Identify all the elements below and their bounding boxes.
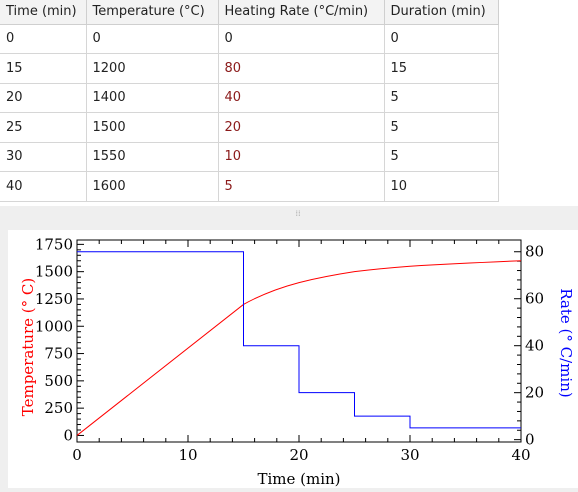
y-axis-right-label: Rate (° C/min) (557, 288, 575, 397)
plot-frame (76, 239, 522, 443)
column-header-temperature[interactable]: Temperature (°C) (86, 0, 219, 25)
y-right-tick-label: 20 (525, 384, 544, 402)
cell-time[interactable]: 20 (0, 83, 87, 113)
cell-time[interactable]: 40 (0, 171, 87, 202)
y-left-tick-label: 1500 (35, 263, 73, 281)
y-left-tick-label: 0 (63, 426, 73, 444)
cell-temperature[interactable]: 1550 (86, 142, 219, 172)
table-row[interactable]: 40 1600 5 10 (0, 171, 499, 202)
splitter-handle[interactable]: ⁞⁞ (0, 206, 578, 230)
cell-heating-rate[interactable]: 5 (218, 171, 385, 202)
x-tick-label: 20 (289, 446, 308, 464)
table-row[interactable]: 25 1500 20 5 (0, 112, 499, 143)
cell-heating-rate[interactable]: 80 (218, 53, 385, 84)
x-axis-label: Time (min) (257, 470, 340, 488)
x-tick-label: 10 (178, 446, 197, 464)
cell-time[interactable]: 25 (0, 112, 87, 143)
table-row[interactable]: 30 1550 10 5 (0, 142, 499, 172)
y-left-tick-label: 500 (44, 372, 73, 390)
cell-duration[interactable]: 0 (384, 24, 499, 54)
table-row[interactable]: 0 0 0 0 (0, 24, 499, 54)
cell-heating-rate[interactable]: 40 (218, 83, 385, 113)
y-left-tick-label: 1250 (35, 290, 73, 308)
rate-series-line (77, 251, 521, 429)
cell-heating-rate[interactable]: 0 (218, 24, 385, 54)
x-tick-label: 0 (72, 446, 82, 464)
y-left-tick-label: 1750 (35, 235, 73, 253)
y-left-tick-label: 750 (44, 345, 73, 363)
cell-time[interactable]: 30 (0, 142, 87, 172)
y-right-tick-label: 80 (525, 243, 544, 261)
y-axis-left-label: Temperature (° C) (19, 278, 37, 417)
cell-time[interactable]: 0 (0, 24, 87, 54)
y-left-tick-label: 1000 (35, 317, 73, 335)
cell-duration[interactable]: 15 (384, 53, 499, 84)
chart-panel: 0 10 20 30 40 0 250 500 750 1000 1250 1500 1750 0 20 40… (8, 230, 578, 488)
table-header-row: Time (min) Temperature (°C) Heating Rate… (0, 0, 499, 25)
cell-temperature[interactable]: 0 (86, 24, 219, 54)
temperature-series-line (76, 260, 522, 436)
cell-duration[interactable]: 10 (384, 171, 499, 202)
table-row[interactable]: 15 1200 80 15 (0, 53, 499, 84)
cell-duration[interactable]: 5 (384, 142, 499, 172)
cell-temperature[interactable]: 1400 (86, 83, 219, 113)
cell-temperature[interactable]: 1500 (86, 112, 219, 143)
cell-heating-rate[interactable]: 10 (218, 142, 385, 172)
data-table[interactable]: Time (min) Temperature (°C) Heating Rate… (0, 0, 499, 202)
y-left-tick-label: 250 (44, 399, 73, 417)
x-tick-label: 30 (400, 446, 419, 464)
cell-duration[interactable]: 5 (384, 112, 499, 143)
cell-heating-rate[interactable]: 20 (218, 112, 385, 143)
cell-temperature[interactable]: 1600 (86, 171, 219, 202)
y-right-tick-label: 0 (525, 431, 535, 449)
column-header-time[interactable]: Time (min) (0, 0, 87, 25)
x-tick-label: 40 (511, 446, 530, 464)
data-table-panel: Time (min) Temperature (°C) Heating Rate… (0, 0, 578, 206)
table-row[interactable]: 20 1400 40 5 (0, 83, 499, 113)
y-right-tick-label: 40 (525, 337, 544, 355)
temperature-rate-chart: 0 10 20 30 400250500750100012501500175002040… (19, 235, 575, 488)
cell-duration[interactable]: 5 (384, 83, 499, 113)
cell-temperature[interactable]: 1200 (86, 53, 219, 84)
y-right-tick-label: 60 (525, 290, 544, 308)
grip-icon: ⁞⁞ (295, 209, 301, 218)
cell-time[interactable]: 15 (0, 53, 87, 84)
column-header-heating-rate[interactable]: Heating Rate (°C/min) (218, 0, 385, 25)
column-header-duration[interactable]: Duration (min) (384, 0, 499, 25)
